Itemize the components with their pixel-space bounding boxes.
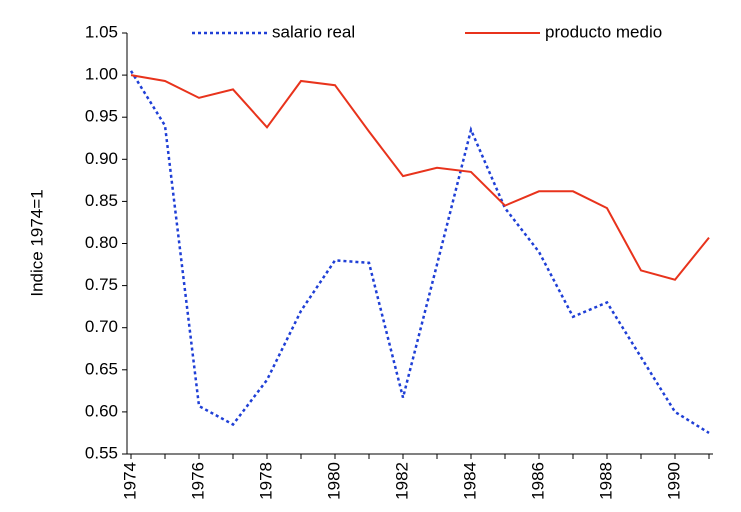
x-tick-label: 1984 (460, 462, 479, 500)
series-line (130, 74, 710, 281)
legend-label: producto medio (545, 22, 662, 41)
y-tick-label: 0.55 (85, 443, 118, 462)
series-line (129, 70, 710, 435)
x-tick-label: 1978 (256, 462, 275, 500)
x-tick-label: 1974 (120, 462, 139, 500)
y-axis-label: Indice 1974=1 (27, 189, 46, 296)
x-tick-label: 1986 (528, 462, 547, 500)
y-tick-label: 1.05 (85, 22, 118, 41)
y-tick-label: 0.90 (85, 149, 118, 168)
x-tick-label: 1982 (392, 462, 411, 500)
y-tick-label: 0.95 (85, 107, 118, 126)
y-tick-label: 0.75 (85, 275, 118, 294)
y-tick-label: 0.60 (85, 401, 118, 420)
x-tick-label: 1976 (188, 462, 207, 500)
y-tick-label: 1.00 (85, 65, 118, 84)
x-tick-label: 1980 (324, 462, 343, 500)
y-tick-label: 0.80 (85, 233, 118, 252)
y-tick-label: 0.70 (85, 317, 118, 336)
y-tick-label: 0.85 (85, 191, 118, 210)
legend-label: salario real (272, 22, 355, 41)
x-tick-label: 1988 (596, 462, 615, 500)
y-tick-label: 0.65 (85, 359, 118, 378)
x-tick-label: 1990 (664, 462, 683, 500)
